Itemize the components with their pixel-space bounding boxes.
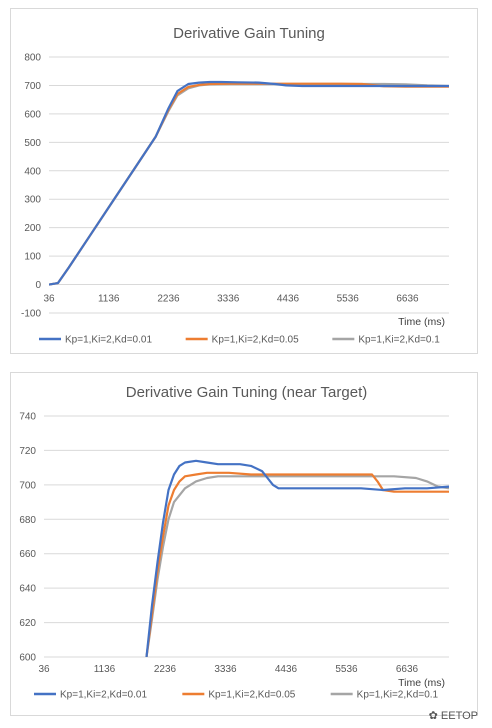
y-tick-label: 600 [24,109,41,120]
y-tick-label: 620 [19,618,36,629]
series-line-1 [145,471,449,657]
legend-label: Kp=1,Ki=2,Kd=0.1 [358,335,440,346]
y-tick-label: 600 [19,653,36,664]
x-axis-label: Time (ms) [398,677,445,689]
legend-label: Kp=1,Ki=2,Kd=0.05 [208,690,295,701]
x-tick-label: 2236 [154,664,177,675]
x-tick-label: 1136 [94,664,116,675]
chart-panel-near-target: Derivative Gain Tuning (near Target) 600 6… [10,372,478,716]
legend-label: Kp=1,Ki=2,Kd=0.05 [212,335,299,346]
y-tick-label: 800 [24,53,41,64]
legend-label: Kp=1,Ki=2,Kd=0.1 [357,690,439,701]
y-tick-label: 660 [19,549,36,560]
watermark-icon: ✿ [428,710,438,722]
x-tick-label: 3336 [214,664,237,675]
x-tick-label: 4436 [277,294,300,305]
x-tick-label: 1136 [98,294,120,305]
legend-label: Kp=1,Ki=2,Kd=0.01 [60,690,147,701]
y-tick-label: 300 [24,195,41,206]
x-tick-label: 2236 [157,294,180,305]
x-tick-label: 6636 [396,664,419,675]
y-tick-label: 200 [24,223,41,234]
x-tick-label: 36 [43,294,55,305]
watermark: ✿ EETOP [429,709,478,722]
legend-label: Kp=1,Ki=2,Kd=0.01 [65,335,152,346]
chart-title: Derivative Gain Tuning [173,25,325,42]
x-tick-label: 6636 [396,294,419,305]
y-tick-label: 720 [19,446,36,457]
x-tick-label: 5536 [337,294,360,305]
y-tick-label: -100 [21,309,41,320]
chart-title: Derivative Gain Tuning (near Target) [126,384,368,401]
x-tick-label: 36 [38,664,50,675]
chart-near-target: Derivative Gain Tuning (near Target) 600 6… [19,384,449,701]
y-tick-label: 700 [19,480,36,491]
y-tick-label: 740 [19,412,36,423]
y-tick-label: 400 [24,166,41,177]
y-tick-label: 680 [19,515,36,526]
chart-panel-overview: Derivative Gain Tuning -100 0 100 200 300 400 5… [10,8,478,354]
x-tick-label: 5536 [335,664,358,675]
y-tick-label: 100 [24,252,41,263]
x-tick-label: 4436 [275,664,298,675]
y-tick-label: 700 [24,81,41,92]
series-line-0 [49,80,449,286]
chart-overview: Derivative Gain Tuning -100 0 100 200 300 400 5… [21,25,449,346]
watermark-text: EETOP [440,710,478,722]
y-tick-label: 640 [19,584,36,595]
y-tick-label: 500 [24,138,41,149]
x-tick-label: 3336 [217,294,240,305]
y-tick-label: 0 [35,280,41,291]
series-line-2 [145,475,449,657]
series-line-0 [145,459,449,657]
x-axis-label: Time (ms) [398,316,445,328]
